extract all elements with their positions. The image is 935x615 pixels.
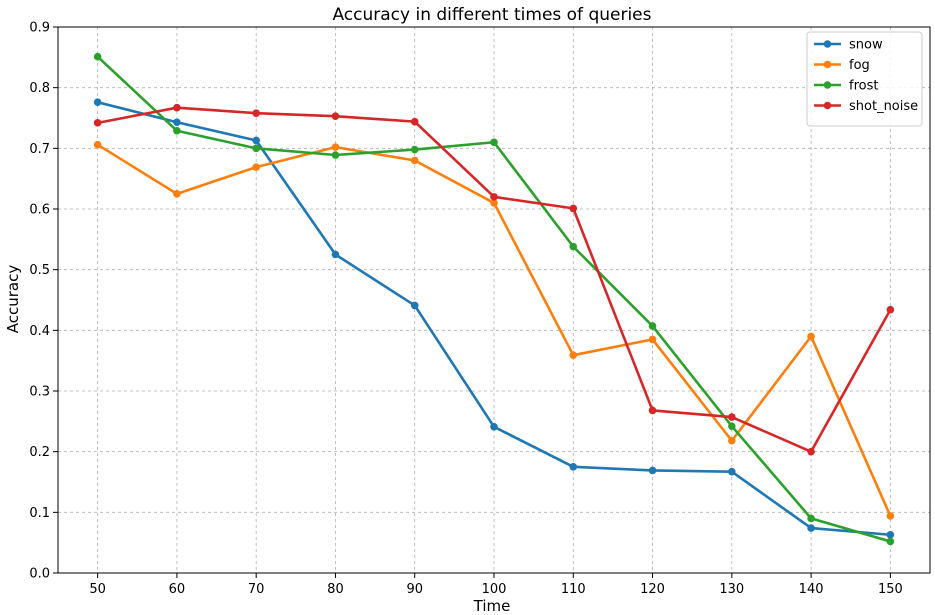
legend-swatch-marker	[823, 40, 832, 48]
y-axis: 0.0 0.1 0.2 0.3 0.4 0.5 0.6 0.7 0.8 0.9	[29, 21, 58, 582]
data-point	[93, 52, 102, 61]
x-tick-label: 120	[640, 582, 665, 597]
legend-box	[806, 31, 923, 127]
data-point	[173, 103, 181, 112]
x-tick-label: 110	[561, 582, 586, 597]
x-axis: 50 60 70 80 90 100 110 120 130 140 150	[89, 573, 903, 597]
y-tick-label: 0.4	[29, 324, 50, 339]
data-point	[410, 145, 419, 154]
data-point	[410, 117, 419, 126]
x-tick-label: 70	[248, 582, 265, 597]
legend-swatch-marker	[823, 60, 832, 69]
data-point	[648, 322, 657, 330]
data-point	[252, 163, 260, 171]
data-point	[331, 143, 340, 151]
data-point	[490, 199, 498, 207]
x-tick-label: 90	[406, 582, 423, 597]
data-point	[490, 138, 498, 147]
x-tick-label: 130	[719, 582, 744, 597]
legend-swatch-marker	[823, 101, 832, 110]
y-tick-label: 0.3	[29, 385, 50, 400]
y-tick-label: 0.8	[29, 81, 50, 96]
data-point	[648, 335, 657, 344]
x-axis-title: Time	[473, 597, 511, 615]
legend-item: shot_noise	[814, 99, 918, 114]
x-tick-label: 50	[89, 582, 106, 597]
data-point	[569, 351, 578, 360]
legend-label: shot_noise	[849, 99, 918, 114]
data-point	[728, 436, 736, 445]
data-point	[490, 422, 498, 431]
data-point	[410, 156, 419, 165]
series-shot-noise	[93, 103, 895, 456]
data-point	[331, 151, 340, 159]
y-tick-label: 0.9	[29, 21, 50, 36]
data-point	[331, 250, 340, 259]
data-point	[728, 422, 736, 430]
y-axis-title: Accuracy	[4, 265, 22, 334]
data-point	[252, 136, 260, 145]
data-point	[886, 530, 895, 539]
data-point	[648, 466, 657, 475]
data-point	[886, 512, 895, 520]
data-point	[807, 447, 815, 456]
data-point	[807, 514, 815, 523]
data-point	[93, 140, 102, 149]
x-tick-label: 60	[169, 582, 186, 597]
data-point	[569, 463, 578, 471]
series-snow	[93, 98, 895, 539]
x-tick-label: 80	[327, 582, 344, 597]
y-tick-label: 0.2	[29, 445, 50, 460]
legend-label: fog	[849, 58, 870, 73]
y-tick-label: 0.5	[29, 263, 50, 278]
series-layer	[93, 52, 895, 546]
data-point	[886, 305, 895, 314]
y-tick-label: 0.6	[29, 203, 50, 218]
legend-swatch-marker	[823, 81, 832, 89]
legend-item: frost	[814, 79, 878, 94]
chart-title: Accuracy in different times of queries	[332, 5, 651, 25]
x-tick-label: 140	[799, 582, 824, 597]
series-fog	[93, 140, 895, 520]
data-point	[252, 109, 260, 117]
legend-label: snow	[849, 38, 883, 53]
data-point	[173, 118, 181, 127]
data-point	[569, 242, 578, 251]
data-point	[173, 190, 181, 198]
data-point	[252, 144, 260, 153]
data-point	[728, 413, 736, 421]
data-point	[490, 193, 498, 201]
data-point	[331, 112, 340, 120]
x-tick-label: 150	[878, 582, 903, 597]
data-point	[173, 126, 181, 135]
data-point	[886, 537, 895, 546]
data-point	[569, 204, 578, 213]
data-point	[648, 406, 657, 415]
legend-label: frost	[849, 79, 878, 94]
data-point	[807, 524, 815, 532]
data-point	[728, 467, 736, 476]
legend: snow fog frost shot_noise	[806, 31, 923, 127]
y-tick-label: 0.0	[29, 567, 50, 582]
data-point	[410, 301, 419, 310]
data-point	[93, 98, 102, 107]
data-point	[807, 332, 815, 341]
legend-item: fog	[814, 58, 870, 73]
y-tick-label: 0.7	[29, 142, 50, 157]
series-frost	[93, 52, 895, 546]
data-point	[93, 119, 102, 127]
y-tick-label: 0.1	[29, 506, 50, 521]
x-tick-label: 100	[482, 582, 507, 597]
legend-item: snow	[814, 38, 883, 53]
